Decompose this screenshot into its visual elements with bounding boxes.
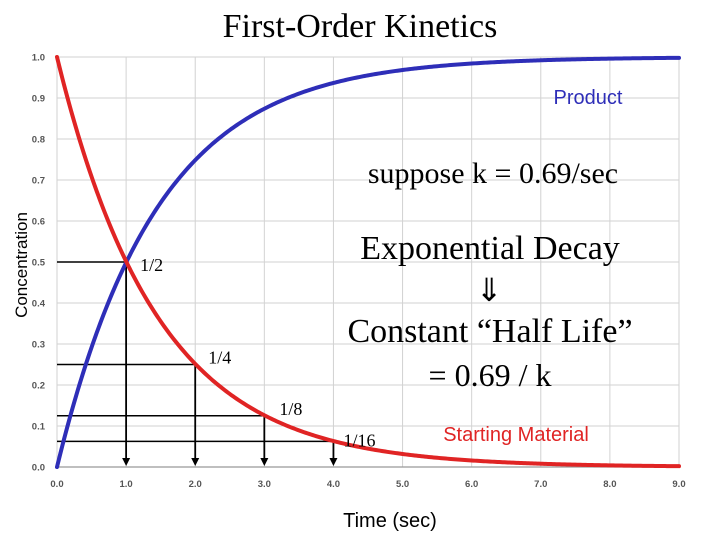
starting-material-curve: [55, 55, 681, 469]
x-tick-label: 3.0: [258, 479, 271, 490]
x-tick-label: 8.0: [603, 479, 616, 490]
y-tick-label: 0.5: [32, 258, 46, 269]
half-life-label: 1/8: [279, 399, 302, 419]
y-tick-label: 0.4: [32, 299, 46, 310]
down-arrow-icon: [329, 458, 338, 466]
series-label-product: Product: [554, 87, 623, 109]
down-arrow-icon: [260, 458, 269, 466]
tick-labels: 0.0 0.1 0.2 0.3 0.4 0.5 0.6 0.7 0.8 0.9 1.0 0.0 1.0 2…: [32, 53, 686, 491]
y-tick-label: 0.7: [32, 176, 45, 187]
double-arrow-down-icon: ⇓: [476, 271, 503, 309]
x-tick-label: 1.0: [120, 479, 133, 490]
y-tick-label: 0.8: [32, 135, 45, 146]
decay-annotation: Exponential Decay: [360, 230, 620, 267]
half-life-label: 1/4: [208, 348, 231, 368]
x-tick-label: 2.0: [189, 479, 202, 490]
y-tick-label: 0.3: [32, 340, 45, 351]
x-tick-label: 0.0: [50, 479, 63, 490]
curves: [55, 55, 681, 469]
annotations: suppose k = 0.69/sec Exponential Decay ⇓…: [347, 157, 632, 393]
series-labels: Product Starting Material: [443, 87, 623, 446]
x-tick-label: 7.0: [534, 479, 547, 490]
y-tick-label: 1.0: [32, 53, 45, 64]
suppose-annotation: suppose k = 0.69/sec: [368, 157, 618, 190]
down-arrow-icon: [122, 458, 131, 466]
half-life-label: 1/2: [140, 255, 163, 275]
product-curve: [55, 55, 681, 469]
down-arrow-icon: [191, 458, 200, 466]
y-tick-label: 0.0: [32, 463, 45, 474]
page-title: First-Order Kinetics: [222, 8, 498, 45]
half-life-label: 1/16: [343, 430, 375, 450]
x-tick-label: 4.0: [327, 479, 340, 490]
y-tick-label: 0.2: [32, 381, 45, 392]
y-tick-label: 0.1: [32, 422, 46, 433]
x-axis-label: Time (sec): [343, 510, 437, 532]
x-tick-label: 6.0: [465, 479, 478, 490]
series-label-starting-material: Starting Material: [443, 424, 589, 446]
x-tick-label: 5.0: [396, 479, 409, 490]
y-tick-label: 0.6: [32, 217, 45, 228]
formula-annotation: = 0.69 / k: [429, 357, 552, 393]
halflife-annotation: Constant “Half Life”: [347, 313, 632, 350]
y-tick-label: 0.9: [32, 94, 45, 105]
x-tick-label: 9.0: [672, 479, 685, 490]
half-life-labels: 1/2 1/4 1/8 1/16: [140, 255, 375, 450]
half-life-markers: [57, 261, 338, 466]
